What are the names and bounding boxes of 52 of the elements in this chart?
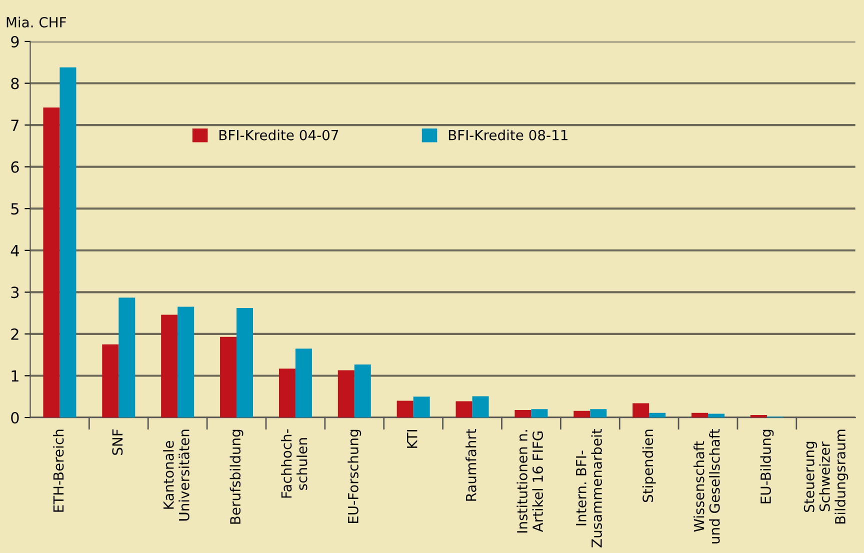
- y-tick-label: 8: [11, 78, 19, 90]
- x-tick-label: EU-Forschung: [348, 430, 362, 524]
- x-tick-label: Wissenschaft und Gesellschaft: [694, 428, 720, 544]
- x-tick-label: Institutionen n. Artikel 16 FIFG: [516, 430, 544, 533]
- bar: [413, 396, 430, 418]
- x-tick-label: EU-Bildung: [760, 430, 774, 504]
- bar: [708, 414, 725, 418]
- bar: [236, 308, 254, 418]
- bar: [472, 396, 489, 418]
- bar: [102, 344, 119, 418]
- bar: [60, 67, 76, 418]
- x-tick-label: ETH-Bereich: [52, 430, 64, 512]
- bar: [456, 401, 472, 418]
- bar: [220, 336, 237, 418]
- bar: [278, 368, 296, 418]
- y-axis-title: Mia. CHF: [6, 16, 66, 28]
- bar: [161, 314, 178, 418]
- bar: [354, 364, 371, 418]
- bar: [338, 370, 354, 418]
- y-tick-label: 6: [11, 161, 19, 173]
- bar: [590, 409, 607, 418]
- bar: [396, 400, 414, 418]
- y-tick-label: 1: [12, 370, 18, 382]
- bar: [750, 415, 767, 418]
- bar: [632, 403, 650, 418]
- bar: [514, 410, 532, 418]
- bar: [649, 412, 666, 418]
- bar: [43, 107, 60, 418]
- y-tick-label: 5: [11, 203, 18, 215]
- x-tick-label: Raumfahrt: [466, 428, 476, 501]
- legend-label: BFI-Kredite 08-11: [448, 130, 568, 140]
- bar: [692, 412, 708, 418]
- bar: [178, 306, 194, 418]
- x-tick-label: Stipendien: [642, 430, 656, 502]
- x-tick-label: Fachhoch- schulen: [280, 429, 308, 498]
- x-tick-label: Berufsbildung: [230, 430, 244, 524]
- bar: [118, 298, 136, 418]
- x-tick-label: KTI: [407, 430, 418, 448]
- bar: [295, 348, 312, 418]
- bar: [531, 409, 548, 418]
- y-tick-label: 9: [11, 36, 19, 48]
- y-tick-label: 2: [11, 328, 18, 340]
- x-tick-label: Kantonale Universitäten: [163, 430, 190, 521]
- y-tick-label: 3: [11, 286, 19, 298]
- bar: [574, 410, 590, 418]
- y-tick-label: 7: [11, 120, 19, 131]
- x-tick-label: Steuerung Schweizer Bildungsraum: [804, 430, 848, 524]
- x-tick-label: Intern. BFI- Zusammenarbeit: [576, 428, 602, 548]
- y-tick-label: 0: [11, 412, 19, 424]
- y-tick-label: 4: [10, 245, 19, 256]
- legend-label: BFI-Kredite 04-07: [219, 130, 338, 140]
- x-tick-label: SNF: [112, 429, 123, 455]
